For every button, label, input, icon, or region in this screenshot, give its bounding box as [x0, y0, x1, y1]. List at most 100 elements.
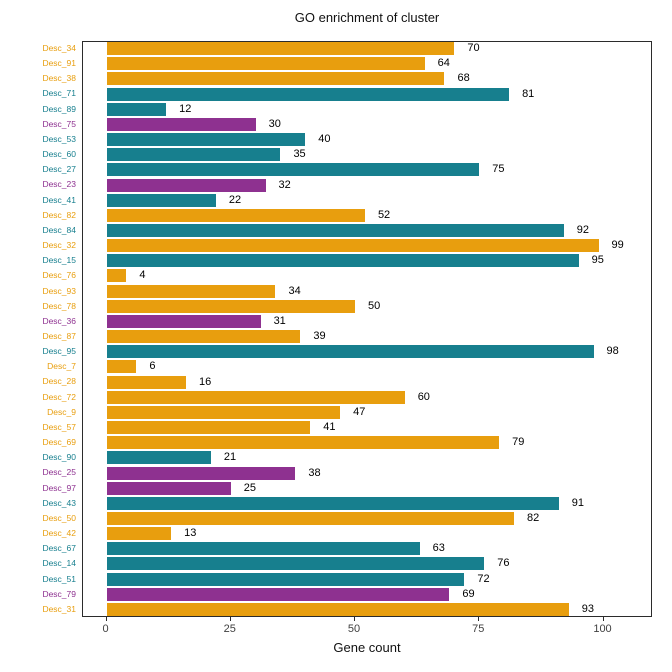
bar-Desc_36: [106, 314, 261, 328]
bar-Desc_82: [106, 208, 365, 222]
category-label-Desc_71: Desc_71: [42, 88, 76, 99]
x-tick-mark: [105, 617, 107, 621]
bar-Desc_7: [106, 360, 137, 374]
plot-panel: 70 64 68 81 12 30 40 35 75 32 22 52 92 99 95 4 34 50 31 39 9…: [82, 41, 652, 617]
value-label: 91: [571, 496, 585, 509]
bar-Desc_91: [106, 57, 425, 71]
bar-Desc_97: [106, 481, 231, 495]
value-label: 39: [313, 330, 326, 343]
category-label-Desc_75: Desc_75: [42, 118, 76, 129]
category-label-Desc_51: Desc_51: [42, 573, 76, 584]
bar-Desc_67: [106, 542, 420, 556]
bar-Desc_90: [106, 451, 211, 465]
category-label-Desc_25: Desc_25: [42, 467, 76, 478]
category-label-Desc_53: Desc_53: [42, 133, 76, 144]
value-label: 34: [288, 284, 301, 297]
value-label: 52: [377, 208, 391, 221]
category-label-Desc_41: Desc_41: [42, 194, 76, 205]
x-tick-label: 0: [102, 623, 109, 635]
x-tick-mark: [478, 617, 480, 621]
category-label-Desc_36: Desc_36: [42, 315, 76, 326]
bar-Desc_15: [106, 254, 579, 268]
category-label-Desc_43: Desc_43: [42, 497, 76, 508]
value-label: 40: [318, 133, 331, 146]
category-label-Desc_97: Desc_97: [42, 482, 76, 493]
category-label-Desc_93: Desc_93: [42, 285, 76, 296]
bar-Desc_87: [106, 330, 301, 344]
category-label-Desc_90: Desc_90: [42, 452, 76, 463]
category-label-Desc_84: Desc_84: [42, 224, 76, 235]
value-label: 93: [581, 602, 594, 615]
category-label-Desc_82: Desc_82: [42, 209, 76, 220]
bar-Desc_32: [106, 239, 599, 253]
bar-Desc_76: [106, 269, 127, 283]
category-label-Desc_76: Desc_76: [42, 270, 76, 281]
bar-Desc_31: [106, 602, 569, 616]
value-label: 75: [492, 163, 505, 176]
bar-Desc_78: [106, 299, 355, 313]
value-label: 12: [179, 102, 192, 115]
bar-Desc_79: [106, 587, 450, 601]
bar-Desc_50: [106, 511, 515, 525]
category-label-Desc_34: Desc_34: [42, 43, 76, 53]
bar-Desc_9: [106, 405, 341, 419]
bar-Desc_42: [106, 527, 172, 541]
category-label-Desc_50: Desc_50: [42, 512, 76, 523]
value-label: 92: [576, 223, 589, 236]
value-label: 64: [437, 57, 450, 70]
bar-Desc_57: [106, 421, 311, 435]
bar-Desc_53: [106, 133, 306, 147]
value-label: 95: [591, 254, 604, 267]
value-label: 30: [268, 117, 281, 130]
category-label-Desc_89: Desc_89: [42, 103, 76, 114]
bar-Desc_60: [106, 148, 281, 162]
value-label: 16: [199, 375, 212, 388]
category-label-Desc_27: Desc_27: [42, 164, 76, 175]
x-axis: 0 25 50 75 100: [82, 617, 652, 643]
value-label: 82: [527, 511, 540, 524]
value-label: 70: [467, 42, 480, 55]
category-label-Desc_42: Desc_42: [42, 528, 76, 539]
category-label-Desc_67: Desc_67: [42, 543, 76, 554]
bar-Desc_89: [106, 102, 167, 116]
category-label-Desc_23: Desc_23: [42, 179, 76, 190]
category-label-Desc_14: Desc_14: [42, 558, 76, 569]
value-label: 98: [606, 345, 619, 358]
value-label: 72: [477, 572, 490, 585]
category-label-Desc_69: Desc_69: [42, 437, 76, 448]
category-label-Desc_15: Desc_15: [42, 255, 76, 266]
value-label: 81: [522, 87, 535, 100]
category-label-Desc_7: Desc_7: [47, 361, 76, 372]
chart-title: GO enrichment of cluster: [294, 10, 440, 25]
x-tick-mark: [354, 617, 355, 621]
value-label: 6: [149, 360, 156, 373]
y-axis-labels: Desc_34 Desc_91 Desc_38 Desc_71 Desc_89 Desc_…: [0, 41, 76, 617]
value-label: 63: [432, 542, 445, 555]
x-tick-mark: [229, 617, 231, 621]
bar-Desc_41: [106, 193, 216, 207]
value-label: 69: [462, 587, 475, 600]
value-label: 47: [353, 405, 366, 418]
category-label-Desc_57: Desc_57: [42, 421, 76, 432]
category-label-Desc_60: Desc_60: [42, 149, 76, 160]
value-label: 35: [293, 148, 306, 161]
bar-Desc_43: [106, 496, 559, 510]
value-label: 4: [139, 269, 146, 282]
bar-Desc_23: [106, 178, 266, 192]
x-tick-label: 100: [593, 623, 612, 635]
bar-Desc_28: [106, 375, 187, 389]
value-label: 60: [417, 390, 430, 403]
x-tick-label: 25: [223, 623, 236, 635]
category-label-Desc_91: Desc_91: [42, 58, 76, 69]
bar-Desc_71: [106, 87, 510, 101]
category-label-Desc_95: Desc_95: [42, 346, 76, 357]
value-label: 32: [278, 178, 291, 191]
category-label-Desc_9: Desc_9: [47, 406, 76, 417]
bar-Desc_51: [106, 572, 465, 586]
bar-Desc_93: [106, 284, 276, 298]
value-label: 22: [228, 193, 242, 206]
value-label: 68: [457, 72, 470, 85]
bar-Desc_27: [106, 163, 480, 177]
bar-Desc_84: [106, 223, 564, 237]
